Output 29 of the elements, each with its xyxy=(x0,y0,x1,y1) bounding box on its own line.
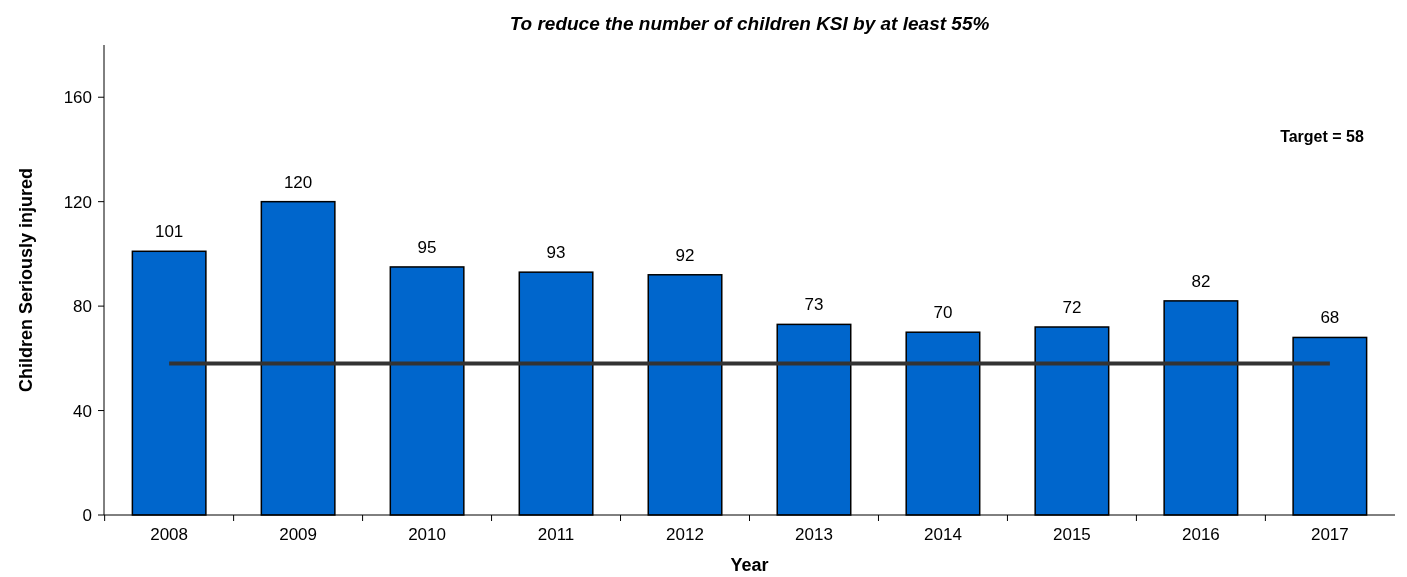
data-label: 93 xyxy=(546,243,566,263)
x-tick-label: 2015 xyxy=(1053,525,1091,544)
x-tick-label: 2013 xyxy=(795,525,833,544)
x-tick-label: 2009 xyxy=(279,525,318,544)
y-tick-label: 0 xyxy=(82,505,92,525)
x-tick-label: 2016 xyxy=(1181,525,1220,544)
data-label: 70 xyxy=(933,303,953,323)
data-label: 82 xyxy=(1191,271,1211,291)
y-axis-title: Children Seriously injured xyxy=(16,167,36,393)
x-tick-label: 2011 xyxy=(537,525,575,544)
x-tick-label: 2010 xyxy=(408,525,446,544)
y-tick-label: 160 xyxy=(63,88,92,108)
x-tick-label: 2014 xyxy=(924,525,962,544)
data-label: 92 xyxy=(675,245,695,265)
y-tick-label: 40 xyxy=(73,401,92,421)
x-tick-label: 2012 xyxy=(666,525,704,544)
x-tick-label: 2017 xyxy=(1310,525,1349,544)
chart-title: To reduce the number of children KSI by at least 55% xyxy=(509,13,990,34)
data-label: 68 xyxy=(1320,308,1340,328)
y-tick-label: 80 xyxy=(73,297,92,317)
data-label: 120 xyxy=(283,172,313,192)
x-axis-title: Year xyxy=(730,555,769,575)
data-label: 72 xyxy=(1062,298,1082,317)
data-label: 95 xyxy=(417,237,437,257)
data-label: 101 xyxy=(154,222,184,242)
x-tick-label: 2008 xyxy=(150,525,189,544)
annotation: Target = 58 xyxy=(1280,128,1364,145)
data-label: 73 xyxy=(804,295,824,315)
y-tick-label: 120 xyxy=(63,192,92,212)
